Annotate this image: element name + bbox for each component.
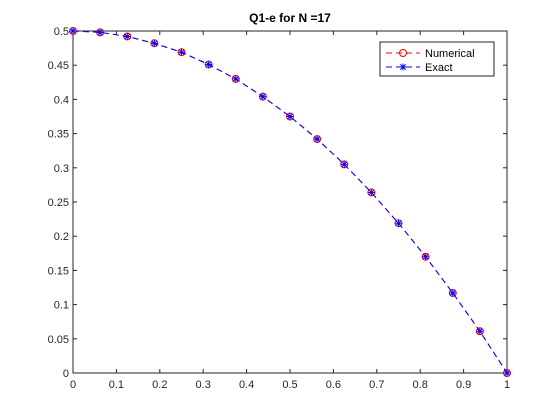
- point-exact: [313, 135, 321, 143]
- point-exact: [340, 160, 348, 168]
- x-tick-label: 0.3: [196, 379, 211, 391]
- point-exact: [286, 113, 294, 120]
- legend-marker: [399, 63, 407, 71]
- y-tick-label: 0.3: [54, 163, 69, 175]
- point-exact: [476, 327, 484, 335]
- y-tick-label: 0.25: [48, 197, 69, 209]
- x-tick-label: 0.9: [456, 379, 471, 391]
- x-tick-label: 1: [504, 379, 510, 391]
- legend-box: [379, 41, 495, 77]
- plot-area: [73, 31, 507, 373]
- y-tick-label: 0.15: [48, 265, 69, 277]
- y-tick-label: 0.1: [54, 300, 69, 312]
- y-tick-label: 0.5: [54, 26, 69, 38]
- point-exact: [150, 39, 158, 47]
- chart-title: Q1-e for N =17: [249, 11, 331, 25]
- y-tick-label: 0: [63, 368, 69, 380]
- legend-label: Exact: [425, 62, 453, 74]
- y-tick-label: 0.2: [54, 231, 69, 243]
- point-exact: [178, 48, 185, 56]
- point-exact: [96, 28, 104, 36]
- x-tick-label: 0: [70, 379, 76, 391]
- point-exact: [367, 188, 375, 196]
- legend-label: Numerical: [425, 48, 475, 60]
- y-tick-label: 0.45: [48, 60, 69, 72]
- series-line-exact: [72, 30, 508, 374]
- legend: Numerical Exact: [379, 41, 495, 77]
- x-tick-label: 0.7: [369, 379, 384, 391]
- point-exact: [123, 32, 131, 40]
- legend-entry-exact: Exact: [386, 62, 453, 74]
- x-tick-label: 0.8: [413, 379, 428, 391]
- x-tick-label: 0.5: [282, 379, 297, 391]
- x-tick-label: 0.4: [239, 379, 254, 391]
- legend-entry-numerical: Numerical: [386, 48, 475, 60]
- x-tick-label: 0.2: [152, 379, 167, 391]
- point-exact: [69, 27, 77, 35]
- axes: 0 0.1 0.2 0.3 0.4 0.5 0.6 0.7 0.8 0.9 1 0 0.05 0.1 0.1…: [48, 26, 510, 391]
- y-tick-label: 0.4: [54, 94, 69, 106]
- point-exact: [259, 93, 267, 101]
- legend-marker: [399, 49, 407, 57]
- point-exact: [503, 369, 511, 377]
- y-tick-label: 0.35: [48, 129, 69, 141]
- series-layer: [69, 27, 511, 377]
- x-tick-label: 0.1: [109, 379, 124, 391]
- point-exact: [232, 75, 240, 83]
- point-exact: [449, 289, 457, 297]
- point-exact: [395, 219, 402, 227]
- x-tick-label: 0.6: [326, 379, 341, 391]
- point-exact: [422, 253, 430, 261]
- point-exact: [205, 61, 213, 69]
- y-tick-label: 0.05: [48, 334, 69, 346]
